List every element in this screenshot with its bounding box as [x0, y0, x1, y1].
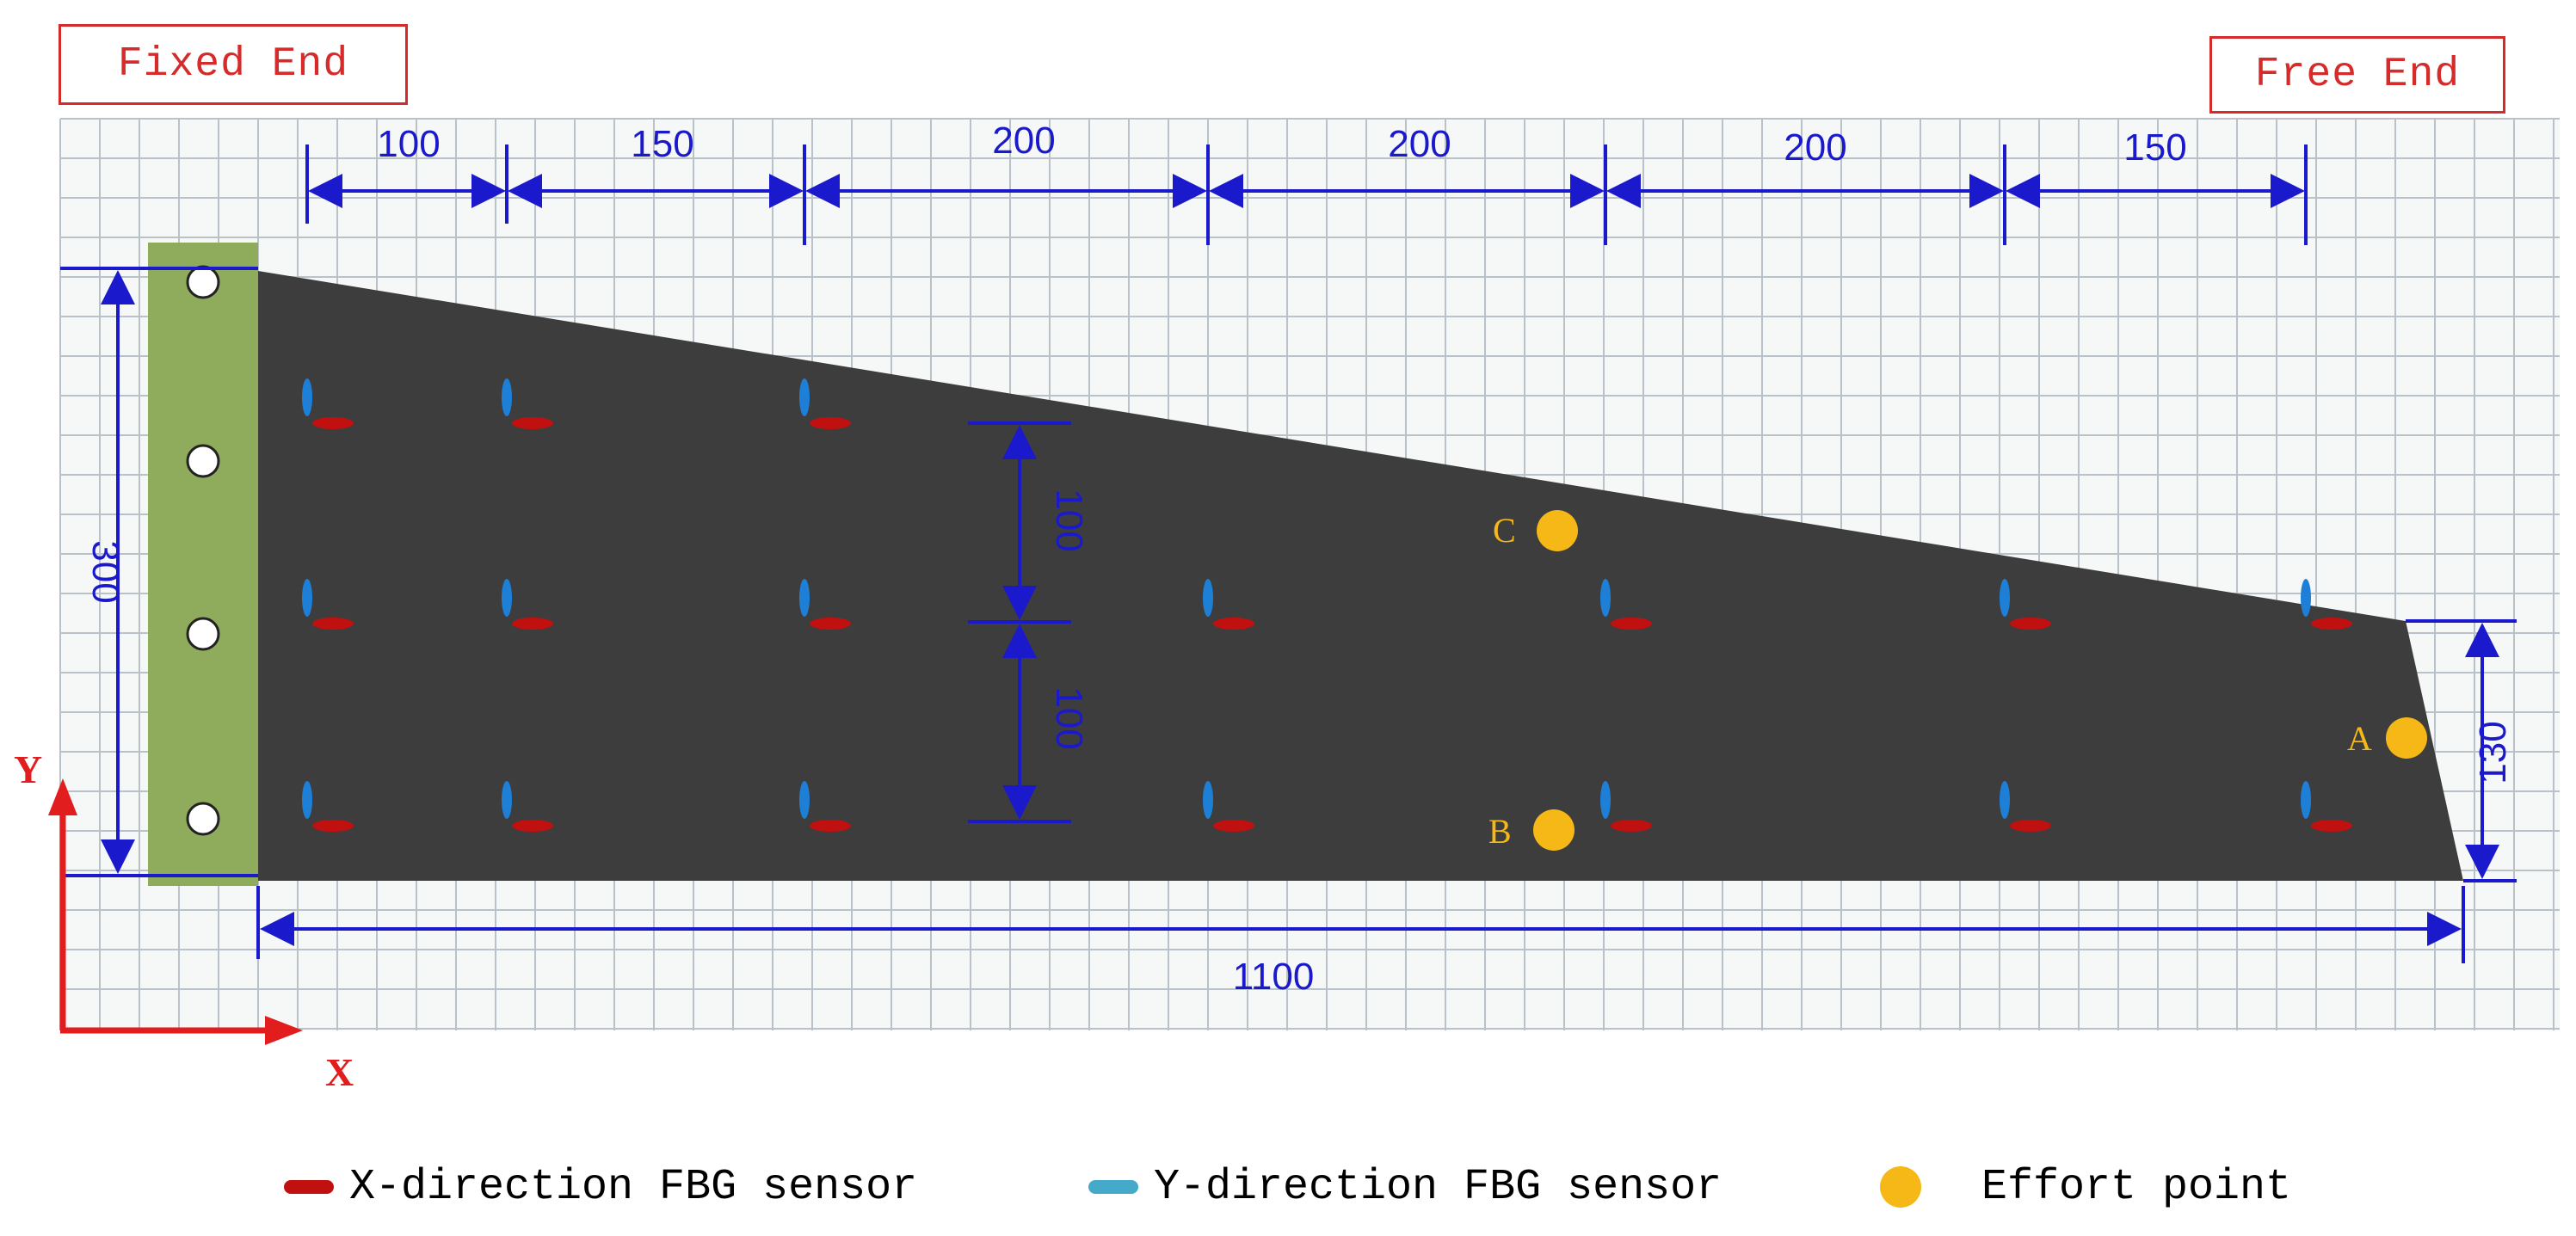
y-fbg-sensor	[1600, 781, 1611, 819]
x-fbg-sensor	[810, 618, 851, 630]
y-sensor-swatch	[1088, 1180, 1138, 1194]
y-fbg-sensor	[302, 378, 312, 416]
x-fbg-sensor	[1213, 820, 1254, 832]
legend-x-sensor-label: X-direction FBG sensor	[349, 1162, 918, 1212]
fbg-sensors	[302, 378, 2352, 832]
x-fbg-sensor	[512, 417, 553, 429]
y-fbg-sensor	[302, 579, 312, 617]
free-end-label: Free End	[2209, 36, 2505, 114]
dim-tip-height: 130	[2472, 721, 2514, 784]
x-sensor-swatch	[284, 1180, 334, 1194]
axis-y-label: Y	[14, 747, 42, 791]
dim-spacing-lower: 100	[1048, 686, 1090, 749]
x-fbg-sensor	[512, 820, 553, 832]
legend: X-direction FBG sensor Y-direction FBG s…	[0, 1153, 2576, 1221]
height-dimension	[60, 267, 258, 877]
coordinate-axes	[48, 778, 303, 1045]
x-fbg-sensor	[2311, 820, 2352, 832]
x-fbg-sensor	[312, 618, 354, 630]
legend-effort-point-label: Effort point	[1981, 1162, 2292, 1212]
axis-x-label: X	[325, 1050, 354, 1094]
dim-spacing-upper: 100	[1048, 489, 1090, 551]
spacing-dimension	[968, 421, 1071, 823]
y-fbg-sensor	[799, 781, 810, 819]
y-fbg-sensor	[2301, 579, 2311, 617]
y-fbg-sensor	[1600, 579, 1611, 617]
x-fbg-sensor	[810, 417, 851, 429]
effort-point-c-label: C	[1493, 511, 1516, 550]
legend-y-sensor-label: Y-direction FBG sensor	[1154, 1162, 1722, 1212]
y-fbg-sensor	[502, 378, 512, 416]
effort-point-b	[1533, 809, 1575, 851]
x-fbg-sensor	[312, 417, 354, 429]
x-fbg-sensor	[810, 820, 851, 832]
effort-point-b-label: B	[1488, 812, 1512, 851]
effort-point-swatch	[1880, 1166, 1921, 1208]
dim-top-3: 200	[992, 120, 1055, 162]
effort-point-a-label: A	[2347, 719, 2372, 758]
legend-effort-point: Effort point	[1880, 1153, 2291, 1221]
legend-x-sensor: X-direction FBG sensor	[284, 1153, 917, 1221]
x-fbg-sensor	[2010, 820, 2051, 832]
y-fbg-sensor	[1203, 781, 1213, 819]
x-fbg-sensor	[512, 618, 553, 630]
dim-top-6: 150	[2123, 126, 2186, 169]
legend-y-sensor: Y-direction FBG sensor	[1088, 1153, 1722, 1221]
y-fbg-sensor	[302, 781, 312, 819]
y-fbg-sensor	[502, 579, 512, 617]
length-dimension	[256, 886, 2465, 963]
effort-point-c	[1537, 510, 1578, 551]
x-fbg-sensor	[312, 820, 354, 832]
y-fbg-sensor	[799, 378, 810, 416]
y-fbg-sensor	[2000, 579, 2010, 617]
dim-top-4: 200	[1388, 123, 1451, 165]
dim-height: 300	[84, 540, 126, 603]
bolt-hole-2	[186, 444, 220, 478]
dim-top-5: 200	[1784, 126, 1846, 169]
x-fbg-sensor	[1213, 618, 1254, 630]
dim-top-1: 100	[377, 123, 440, 165]
y-fbg-sensor	[502, 781, 512, 819]
x-fbg-sensor	[1611, 618, 1652, 630]
effort-point-a	[2386, 717, 2427, 759]
dim-top-2: 150	[631, 123, 693, 165]
dim-length: 1100	[1233, 956, 1315, 998]
tip-height-dimension	[2406, 619, 2517, 882]
y-fbg-sensor	[799, 579, 810, 617]
y-fbg-sensor	[1203, 579, 1213, 617]
bolt-hole-4	[186, 802, 220, 836]
x-fbg-sensor	[2311, 618, 2352, 630]
fixed-end-label: Fixed End	[59, 24, 408, 105]
cantilever-plate	[258, 271, 2463, 881]
y-fbg-sensor	[2301, 781, 2311, 819]
top-dimension-chain	[305, 145, 2308, 245]
y-fbg-sensor	[2000, 781, 2010, 819]
x-fbg-sensor	[2010, 618, 2051, 630]
fixed-clamp	[148, 243, 258, 886]
bolt-hole-3	[186, 617, 220, 651]
bolt-hole-1	[186, 265, 220, 299]
x-fbg-sensor	[1611, 820, 1652, 832]
